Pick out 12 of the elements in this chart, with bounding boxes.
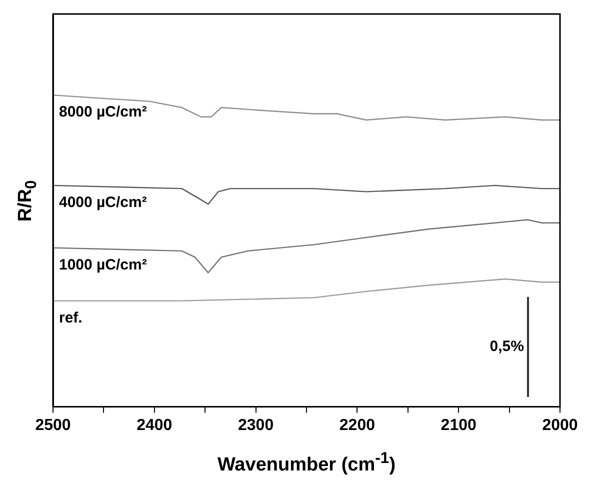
x-tick-label: 2000	[542, 416, 578, 434]
x-tick-label: 2300	[238, 416, 274, 434]
x-tick-label: 2400	[136, 416, 172, 434]
x-axis-title: Wavenumber (cm$^{-1}$)	[216, 450, 397, 476]
x-tick-label: 2500	[35, 416, 71, 434]
series-label: 4000 µC/cm²	[59, 194, 147, 212]
x-tick-label: 2100	[440, 416, 476, 434]
annotation: 0,5%	[490, 338, 524, 355]
x-tick-label: 2200	[339, 416, 376, 434]
series-label: 8000 µC/cm²	[59, 104, 147, 121]
series-label: ref.	[59, 309, 82, 326]
series-label: 1000 µC/cm²	[59, 256, 147, 274]
